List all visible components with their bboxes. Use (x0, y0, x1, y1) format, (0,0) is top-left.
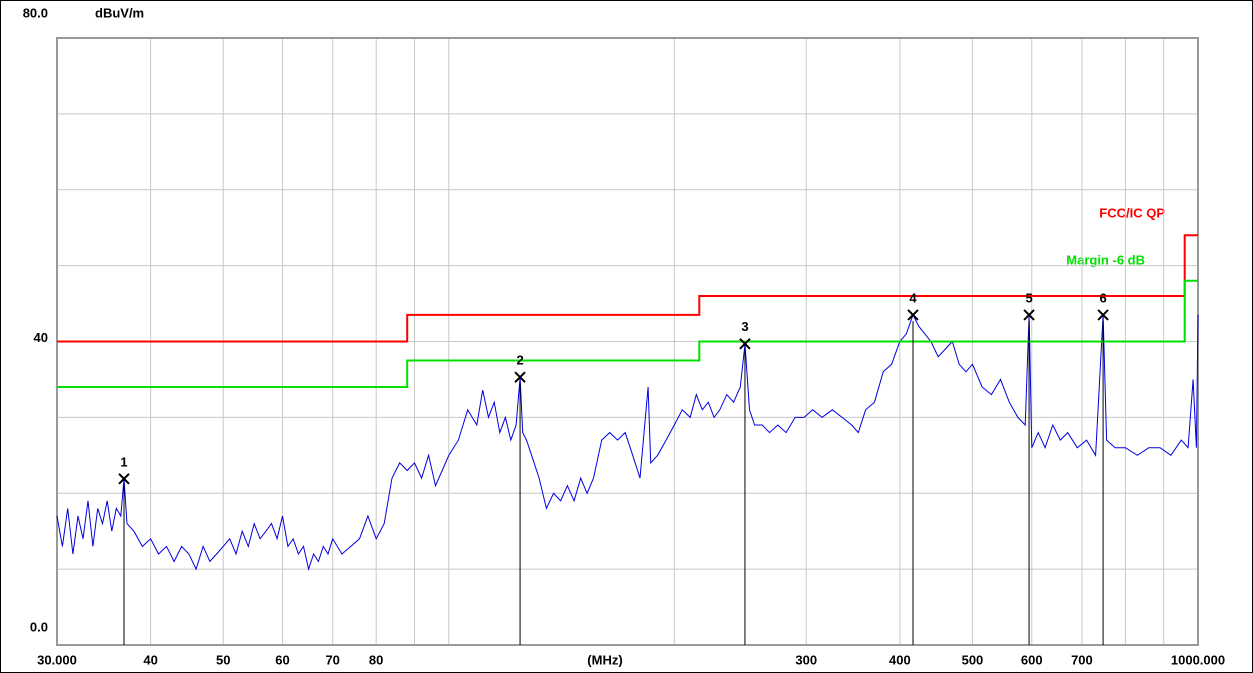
trace (56, 313, 1199, 571)
marker (739, 338, 751, 350)
y-tick-label: 40 (34, 330, 48, 345)
marker-label: 5 (1025, 290, 1032, 305)
marker (1097, 309, 1109, 321)
marker-label: 6 (1099, 290, 1106, 305)
marker-label: 1 (120, 454, 127, 469)
marker (514, 371, 526, 383)
x-tick-label: 300 (795, 652, 817, 667)
marker-label: 2 (516, 353, 523, 368)
y-unit: dBuV/m (95, 5, 144, 20)
x-tick-label: 1000.000 (1171, 652, 1225, 667)
limit-line (57, 279, 1198, 388)
x-tick-label: 50 (216, 652, 230, 667)
y-tick-label: 80.0 (23, 5, 48, 20)
marker (907, 309, 919, 321)
marker (118, 473, 130, 485)
x-tick-label: 70 (325, 652, 339, 667)
marker (1023, 309, 1035, 321)
x-tick-label: 60 (275, 652, 289, 667)
y-tick-label: 0.0 (30, 619, 48, 634)
x-tick-label: 30.000 (37, 652, 77, 667)
x-unit: (MHz) (587, 652, 622, 667)
marker-label: 3 (741, 319, 748, 334)
limit-line (57, 234, 1198, 343)
x-tick-label: 400 (889, 652, 911, 667)
x-tick-label: 600 (1021, 652, 1043, 667)
marker-label: 4 (909, 290, 917, 305)
x-tick-label: 700 (1071, 652, 1093, 667)
legend-limit: FCC/IC QP (1099, 205, 1165, 220)
x-tick-label: 500 (962, 652, 984, 667)
x-tick-label: 40 (143, 652, 157, 667)
x-tick-label: 80 (369, 652, 383, 667)
